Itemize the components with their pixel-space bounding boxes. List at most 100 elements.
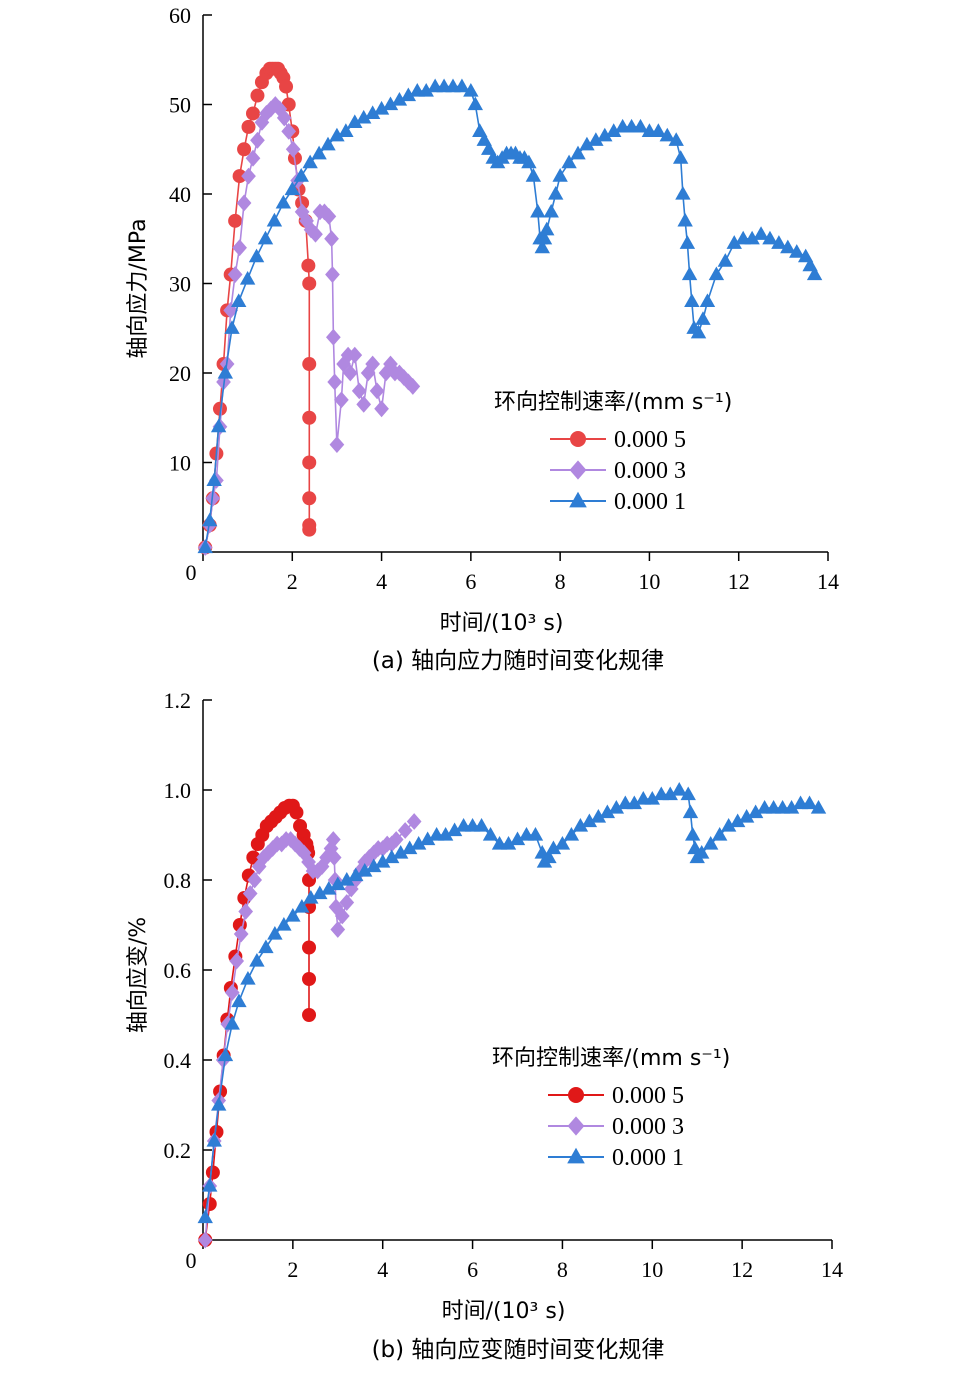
data-point bbox=[295, 195, 310, 210]
data-point bbox=[410, 835, 427, 850]
x-tick-label: 8 bbox=[555, 569, 566, 594]
data-point bbox=[231, 293, 247, 307]
data-point bbox=[360, 364, 376, 382]
data-point bbox=[217, 1047, 234, 1062]
data-point bbox=[302, 1008, 317, 1022]
data-point bbox=[197, 539, 213, 554]
data-point bbox=[319, 849, 334, 866]
legend-label: 0.000 1 bbox=[614, 489, 686, 515]
data-point bbox=[388, 831, 404, 848]
y-tick-label: 10 bbox=[169, 451, 191, 476]
data-point bbox=[679, 235, 696, 249]
x-tick-label: 6 bbox=[465, 569, 476, 594]
x-tick-label: 12 bbox=[731, 1257, 753, 1282]
data-point bbox=[210, 418, 227, 433]
data-point bbox=[229, 952, 245, 970]
data-point bbox=[525, 168, 542, 182]
data-point bbox=[356, 109, 372, 124]
x-tick-label: 8 bbox=[557, 1257, 568, 1282]
data-point bbox=[632, 118, 649, 133]
data-point bbox=[329, 436, 345, 453]
data-point bbox=[241, 167, 256, 185]
data-point bbox=[321, 207, 337, 225]
data-point bbox=[254, 114, 270, 131]
data-point bbox=[392, 364, 407, 382]
data-point bbox=[382, 96, 399, 111]
data-point bbox=[401, 373, 416, 391]
data-point bbox=[351, 382, 367, 400]
data-point bbox=[249, 952, 265, 967]
legend-label: 0.000 5 bbox=[614, 427, 686, 453]
data-point bbox=[467, 96, 484, 111]
data-point bbox=[248, 248, 265, 263]
legend: 环向控制速率/(mm s⁻¹) 0.000 5 0.000 3 0.000 1 bbox=[492, 1046, 730, 1171]
data-point bbox=[202, 1177, 218, 1192]
data-point bbox=[250, 131, 265, 149]
data-point bbox=[711, 826, 728, 841]
x-tick-label: 10 bbox=[638, 569, 660, 594]
y-tick-label: 30 bbox=[169, 272, 191, 297]
data-point bbox=[726, 235, 742, 249]
data-point bbox=[534, 239, 550, 254]
data-point bbox=[369, 382, 385, 400]
data-point bbox=[246, 106, 260, 121]
data-point bbox=[521, 154, 537, 169]
data-point bbox=[302, 410, 317, 425]
data-point bbox=[590, 808, 607, 823]
data-point bbox=[400, 87, 417, 102]
data-point bbox=[357, 862, 373, 877]
data-point bbox=[314, 858, 330, 875]
data-point bbox=[347, 114, 363, 128]
data-point bbox=[302, 972, 317, 986]
data-point bbox=[263, 100, 279, 118]
data-point bbox=[267, 925, 283, 940]
data-point bbox=[569, 491, 587, 508]
data-point bbox=[695, 311, 711, 325]
data-point bbox=[668, 132, 684, 146]
data-point bbox=[375, 853, 391, 868]
data-point bbox=[677, 212, 693, 227]
data-point bbox=[302, 940, 317, 955]
data-point bbox=[729, 813, 746, 828]
data-point bbox=[541, 849, 557, 864]
data-point bbox=[212, 401, 227, 416]
data-point bbox=[241, 119, 256, 134]
data-point bbox=[206, 1132, 222, 1147]
data-point bbox=[245, 149, 261, 167]
data-point bbox=[626, 795, 643, 810]
data-point bbox=[675, 185, 691, 200]
data-point bbox=[227, 266, 243, 283]
legend-label: 0.000 5 bbox=[612, 1083, 684, 1109]
data-point bbox=[266, 212, 283, 227]
data-point bbox=[236, 194, 252, 212]
data-point bbox=[247, 871, 263, 889]
data-point bbox=[294, 898, 310, 913]
data-point bbox=[205, 1165, 220, 1180]
data-point bbox=[401, 840, 418, 855]
y-tick-label: 0.6 bbox=[164, 958, 192, 983]
chart-panel-b: 0 2 4 6 8 10 12 14 0.2 0.4 0.6 0.8 1.0 1.2 时间/(10³ s) 轴… bbox=[126, 688, 843, 1363]
data-point bbox=[302, 154, 318, 169]
data-point bbox=[771, 235, 787, 249]
data-point bbox=[348, 867, 364, 882]
data-point bbox=[753, 226, 769, 240]
data-point bbox=[419, 831, 436, 846]
data-point bbox=[233, 925, 249, 943]
data-point bbox=[251, 858, 267, 875]
x-tick-label: 4 bbox=[376, 569, 387, 594]
data-point bbox=[473, 817, 490, 832]
legend-label: 0.000 1 bbox=[612, 1145, 684, 1171]
data-point bbox=[747, 804, 764, 819]
x-tick-label: 2 bbox=[287, 569, 298, 594]
data-point bbox=[364, 105, 381, 120]
data-point bbox=[561, 154, 577, 169]
data-point bbox=[302, 276, 317, 291]
legend-label: 0.000 3 bbox=[612, 1114, 684, 1140]
y-tick-label: 60 bbox=[169, 3, 191, 28]
data-point bbox=[597, 127, 613, 142]
data-point bbox=[463, 83, 479, 97]
data-point bbox=[539, 221, 555, 236]
data-point bbox=[325, 831, 341, 848]
data-point bbox=[552, 168, 568, 182]
